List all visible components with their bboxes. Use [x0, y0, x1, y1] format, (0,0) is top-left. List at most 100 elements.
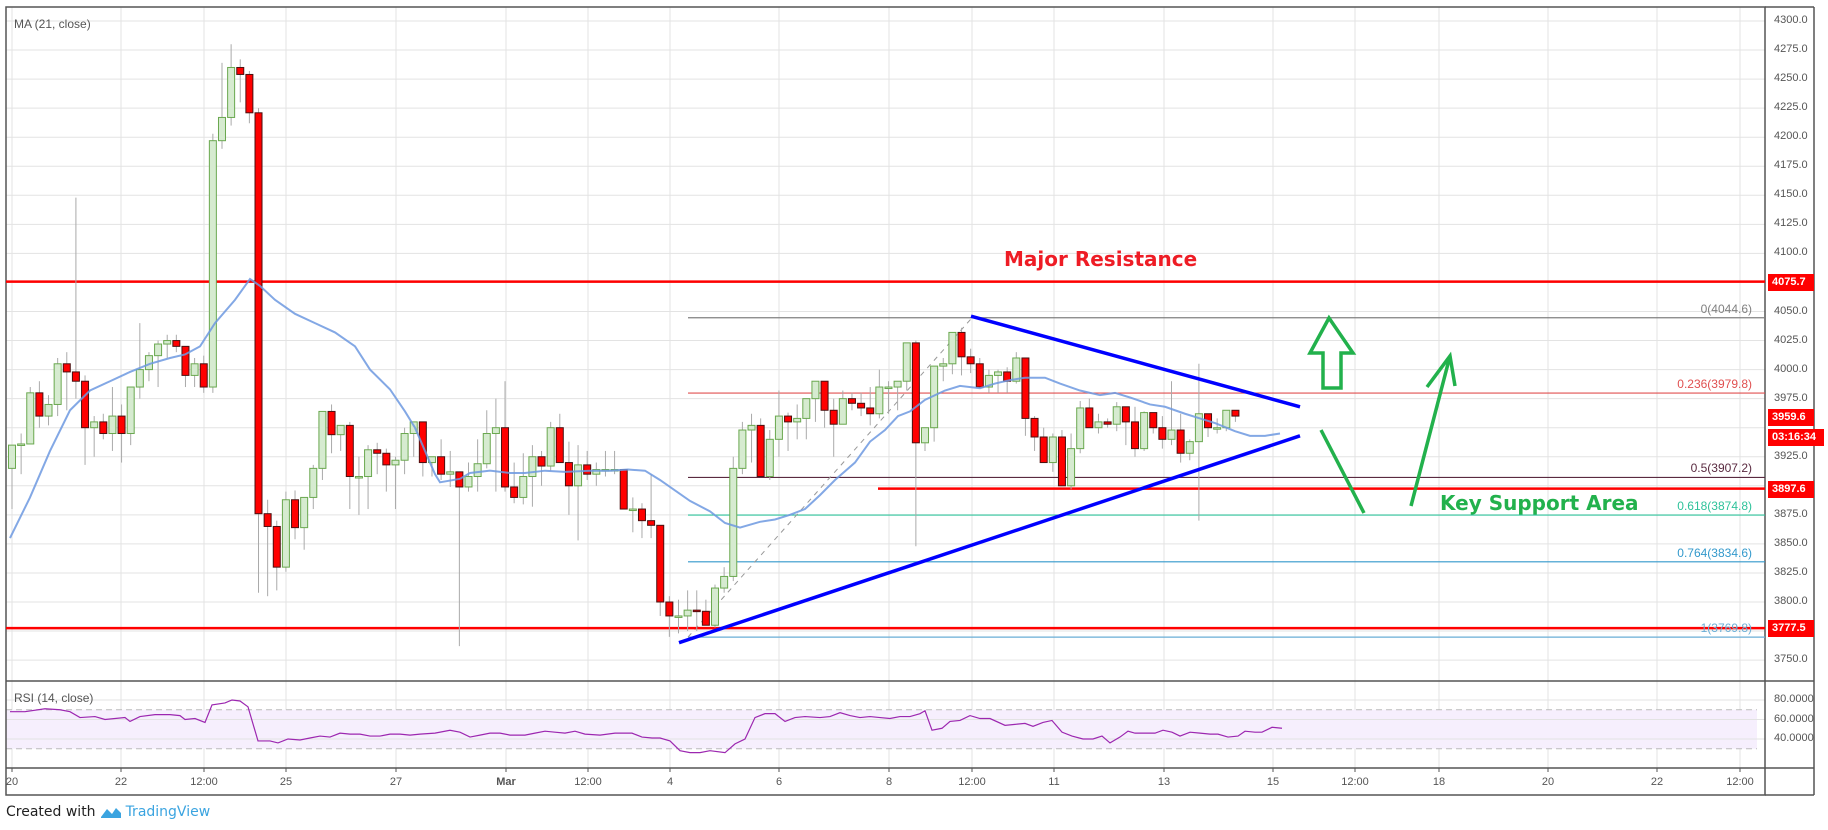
candle: [537, 456, 546, 467]
candle: [400, 433, 409, 461]
candle: [1030, 417, 1039, 438]
candle: [81, 380, 90, 429]
candle: [473, 463, 482, 478]
candle: [1167, 429, 1176, 440]
candle: [1121, 406, 1130, 423]
price-tag[interactable]: 3959.6: [1768, 408, 1814, 426]
up-stroke-arrow: [1409, 355, 1452, 507]
price-tag[interactable]: 4075.7: [1768, 273, 1814, 291]
fib-level-label: 0.236(3979.8): [1677, 377, 1752, 392]
candle: [1076, 407, 1085, 450]
tradingview-link[interactable]: TradingView: [125, 804, 211, 820]
candle: [135, 369, 144, 388]
candle: [1185, 441, 1194, 454]
candle: [482, 433, 491, 465]
candle: [592, 469, 601, 475]
footer-attribution: Created with TradingView: [6, 804, 210, 820]
candle: [1231, 409, 1240, 417]
candle: [336, 424, 345, 436]
candle: [820, 380, 829, 411]
time-tick-label: 25: [279, 776, 293, 788]
candle: [382, 452, 391, 466]
candle: [793, 417, 802, 423]
candle: [418, 421, 427, 464]
candle: [354, 476, 363, 479]
candle: [665, 601, 674, 617]
time-tick-label: 20: [5, 776, 19, 788]
candle: [866, 407, 875, 415]
candle: [373, 449, 382, 454]
price-tick-label: 4025.0: [1774, 333, 1808, 346]
candle: [984, 374, 993, 388]
candle: [802, 398, 811, 419]
rsi-tick-label: 40.0000: [1774, 732, 1814, 744]
created-with-label: Created with: [6, 804, 96, 820]
candle: [1213, 427, 1222, 430]
ma21-line: [9, 277, 1281, 539]
triangle-lower: [678, 434, 1301, 645]
candle: [35, 392, 44, 417]
candle: [1039, 436, 1048, 464]
price-tag[interactable]: 3897.6: [1768, 480, 1814, 498]
candle: [364, 449, 373, 478]
candle: [692, 609, 701, 613]
fib-level-label: 0.618(3874.8): [1677, 499, 1752, 514]
price-tick-label: 3925.0: [1774, 449, 1808, 462]
candle: [172, 340, 181, 347]
price-tick-label: 3875.0: [1774, 507, 1808, 520]
price-tick-label: 3850.0: [1774, 536, 1808, 549]
major-resistance-annotation: Major Resistance: [1004, 247, 1198, 271]
candle: [8, 444, 16, 469]
candle: [272, 525, 281, 568]
candle: [190, 363, 199, 376]
candle: [1158, 427, 1167, 440]
candle: [1149, 412, 1158, 429]
candle: [291, 499, 300, 529]
candle: [71, 371, 80, 382]
candle: [519, 476, 528, 498]
price-tick-label: 3975.0: [1774, 391, 1808, 404]
price-tick-label: 4000.0: [1774, 362, 1808, 375]
price-tick-label: 4275.0: [1774, 43, 1808, 56]
price-tick-label: 4250.0: [1774, 72, 1808, 85]
fib-level-label: 0.764(3834.6): [1677, 545, 1752, 560]
candle: [26, 392, 35, 445]
candle: [181, 345, 190, 376]
candle: [811, 380, 820, 400]
candle: [966, 356, 975, 365]
candle: [491, 427, 500, 435]
rsi-band: [6, 709, 1757, 749]
candle: [738, 429, 747, 469]
fib-level-label: 1(3769.8): [1700, 621, 1752, 636]
time-tick-label: 20: [1541, 776, 1555, 788]
candle: [774, 415, 783, 440]
price-tag[interactable]: 3777.5: [1768, 620, 1814, 638]
rsi-indicator-title[interactable]: RSI (14, close): [14, 691, 94, 705]
price-tick-label: 3800.0: [1774, 595, 1808, 607]
fib-level-label: 0.5(3907.2): [1690, 461, 1752, 476]
candle: [1103, 421, 1112, 425]
price-tick-label: 4125.0: [1774, 217, 1808, 230]
candle: [939, 363, 948, 367]
candle: [994, 371, 1003, 376]
candle: [1085, 407, 1094, 429]
candle: [1222, 409, 1231, 429]
price-tag[interactable]: 03:16:34: [1768, 428, 1824, 446]
candle: [309, 467, 318, 498]
ma-indicator-title[interactable]: MA (21, close): [14, 17, 91, 31]
candle: [847, 398, 856, 404]
candle: [674, 615, 683, 618]
candle: [62, 363, 71, 373]
candle: [701, 610, 710, 626]
candle: [1130, 421, 1139, 450]
candle: [975, 363, 984, 388]
candle: [683, 609, 692, 617]
candle: [756, 424, 765, 478]
candle: [1057, 436, 1066, 487]
price-tick-label: 3825.0: [1774, 565, 1808, 578]
candle: [893, 380, 902, 388]
candle: [647, 520, 656, 526]
candle: [90, 421, 99, 429]
candle: [720, 575, 729, 589]
